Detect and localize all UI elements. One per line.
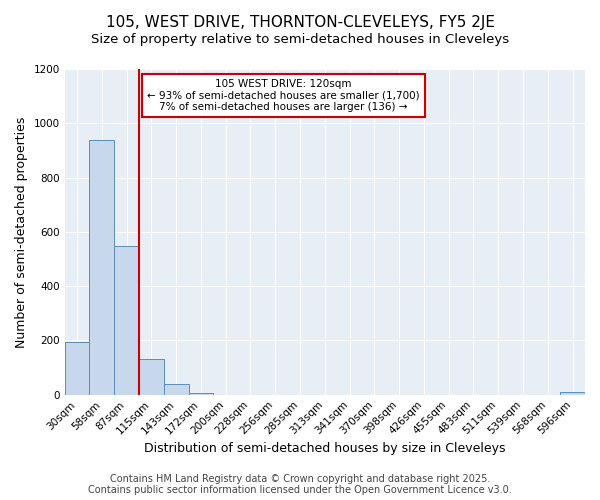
X-axis label: Distribution of semi-detached houses by size in Cleveleys: Distribution of semi-detached houses by … [144, 442, 506, 455]
Bar [560, 392, 585, 394]
Text: Contains public sector information licensed under the Open Government Licence v3: Contains public sector information licen… [88, 485, 512, 495]
Text: 105 WEST DRIVE: 120sqm
← 93% of semi-detached houses are smaller (1,700)
7% of s: 105 WEST DRIVE: 120sqm ← 93% of semi-det… [147, 79, 419, 112]
Bar [89, 140, 114, 394]
Text: 105, WEST DRIVE, THORNTON-CLEVELEYS, FY5 2JE: 105, WEST DRIVE, THORNTON-CLEVELEYS, FY5… [106, 15, 494, 30]
Text: Contains HM Land Registry data © Crown copyright and database right 2025.: Contains HM Land Registry data © Crown c… [110, 474, 490, 484]
Y-axis label: Number of semi-detached properties: Number of semi-detached properties [15, 116, 28, 348]
Text: Size of property relative to semi-detached houses in Cleveleys: Size of property relative to semi-detach… [91, 32, 509, 46]
Bar [164, 384, 188, 394]
Bar [114, 246, 139, 394]
Bar [139, 360, 164, 394]
Bar [188, 392, 214, 394]
Bar [65, 342, 89, 394]
